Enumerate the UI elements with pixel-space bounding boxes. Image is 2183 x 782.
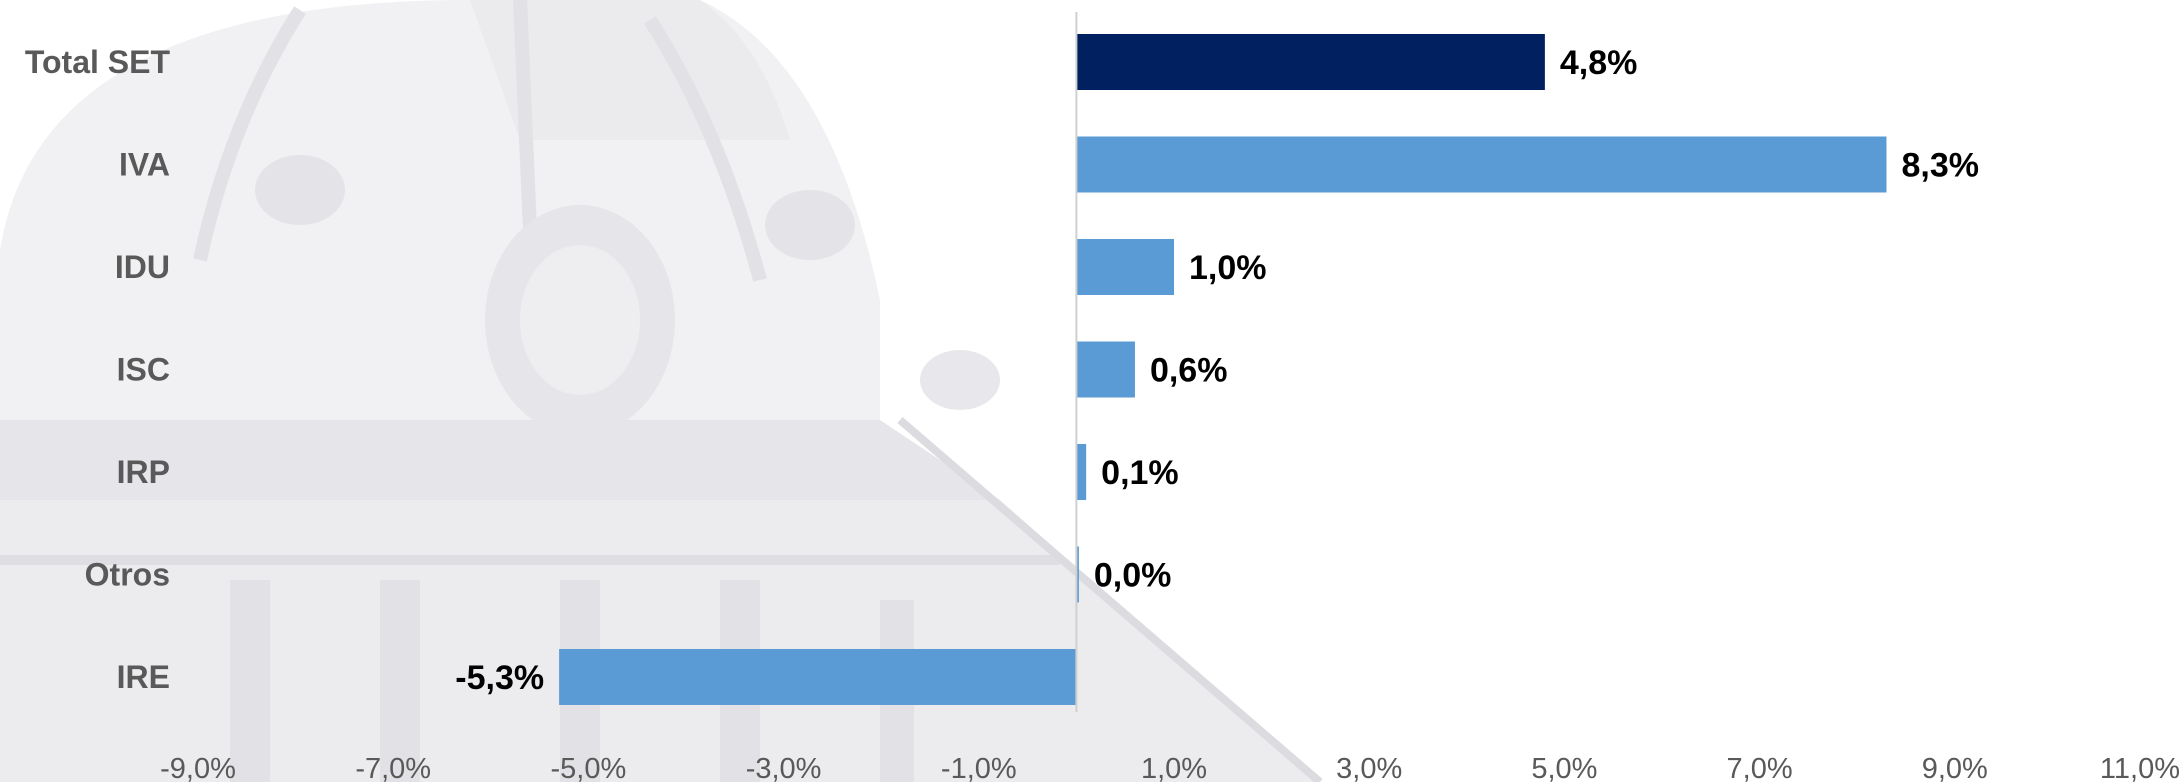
category-label-isc: ISC bbox=[117, 352, 170, 388]
category-label-iva: IVA bbox=[119, 147, 170, 183]
x-tick-label: 1,0% bbox=[1141, 753, 1207, 782]
value-label-idu: 1,0% bbox=[1189, 249, 1267, 287]
value-label-irp: 0,1% bbox=[1101, 454, 1179, 492]
bar-isc bbox=[1076, 341, 1135, 398]
bar-irp bbox=[1076, 444, 1087, 500]
bar-iva bbox=[1076, 136, 1887, 193]
value-label-ire: -5,3% bbox=[455, 659, 544, 697]
category-label-irp: IRP bbox=[117, 454, 170, 490]
x-tick-label: 5,0% bbox=[1531, 753, 1597, 782]
bar-ire bbox=[559, 649, 1077, 705]
value-label-otros: 0,0% bbox=[1094, 557, 1172, 595]
value-label-total-set: 4,8% bbox=[1560, 44, 1638, 82]
x-tick-label: 7,0% bbox=[1727, 753, 1793, 782]
value-label-iva: 8,3% bbox=[1901, 147, 1979, 185]
x-tick-label: -9,0% bbox=[160, 753, 236, 782]
category-label-idu: IDU bbox=[115, 249, 170, 285]
category-label-total-set: Total SET bbox=[25, 44, 171, 80]
bar-total-set bbox=[1076, 34, 1545, 90]
x-tick-label: 9,0% bbox=[1922, 753, 1988, 782]
x-tick-label: -3,0% bbox=[746, 753, 822, 782]
category-label-ire: IRE bbox=[117, 659, 170, 695]
x-tick-label: -7,0% bbox=[355, 753, 431, 782]
x-tick-label: 11,0% bbox=[2100, 753, 2180, 782]
bar-otros bbox=[1076, 546, 1079, 603]
bar-idu bbox=[1076, 239, 1174, 295]
category-label-otros: Otros bbox=[85, 557, 170, 593]
x-tick-label: -5,0% bbox=[551, 753, 627, 782]
x-tick-label: -1,0% bbox=[941, 753, 1017, 782]
x-tick-label: 3,0% bbox=[1336, 753, 1402, 782]
value-label-isc: 0,6% bbox=[1150, 352, 1228, 390]
